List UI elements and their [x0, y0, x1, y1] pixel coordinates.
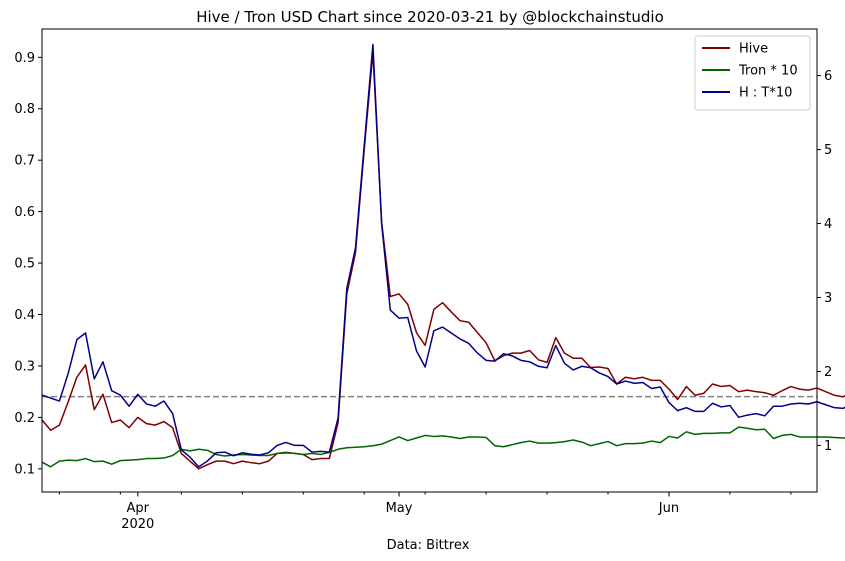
x-tick-label: Jun [658, 501, 679, 516]
left-tick-label: 0.6 [14, 205, 35, 220]
left-tick-label: 0.1 [14, 462, 35, 477]
x-tick-label: May [386, 501, 413, 516]
series-line-1 [41, 51, 845, 470]
legend-label: H : T*10 [739, 86, 792, 101]
x-axis-label: Data: Bittrex [387, 538, 470, 553]
right-tick-label: 1 [824, 439, 832, 454]
left-tick-label: 0.5 [14, 257, 35, 272]
left-tick-label: 0.3 [14, 359, 35, 374]
plot-area [41, 43, 845, 470]
legend-label: Hive [739, 42, 768, 57]
series-line-3 [41, 43, 845, 468]
right-tick-label: 2 [824, 365, 832, 380]
right-tick-label: 6 [824, 69, 832, 84]
left-tick-label: 0.2 [14, 411, 35, 426]
right-tick-label: 4 [824, 217, 832, 232]
left-tick-label: 0.8 [14, 102, 35, 117]
right-tick-label: 3 [824, 291, 832, 306]
series-line-2 [41, 426, 845, 468]
chart-title: Hive / Tron USD Chart since 2020-03-21 b… [196, 8, 664, 26]
left-tick-label: 0.7 [14, 154, 35, 169]
legend-label: Tron * 10 [738, 64, 798, 79]
legend: Hive Tron * 10 H : T*10 [694, 35, 811, 111]
plot-frame [41, 28, 818, 493]
x-tick-sublabel: 2020 [121, 517, 154, 532]
right-tick-label: 5 [824, 143, 832, 158]
axes: 0.1 0.2 0.3 0.4 0.5 0.6 0.7 0.8 0.9 1 2 3 4 5 6 Apr2020… [14, 51, 832, 532]
left-tick-label: 0.4 [14, 308, 35, 323]
x-tick-label: Apr [127, 501, 150, 516]
left-tick-label: 0.9 [14, 51, 35, 66]
